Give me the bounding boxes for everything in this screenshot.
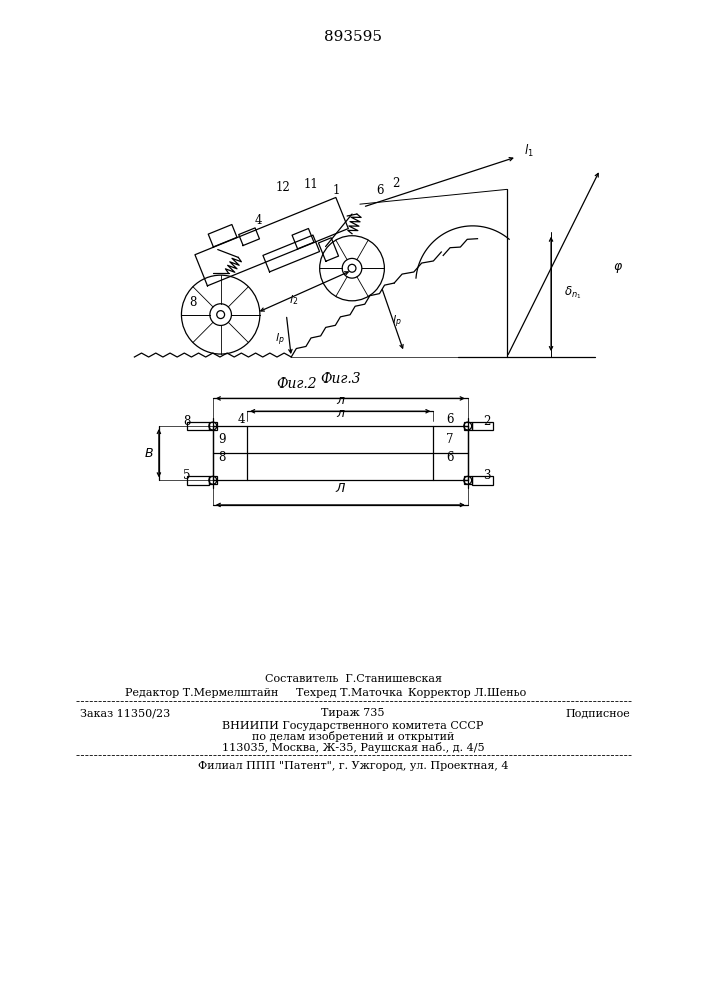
Text: Фиг.2: Фиг.2 [276,377,317,391]
Text: 2: 2 [392,177,399,190]
Bar [472,476,493,485]
Text: Фиг.3: Фиг.3 [320,372,361,386]
Text: л: л [337,407,344,420]
Text: Подписное: Подписное [566,708,631,718]
Text: $\delta_{n_1}$: $\delta_{n_1}$ [563,285,581,301]
Text: $l_2$: $l_2$ [288,293,298,307]
Bar [187,476,209,485]
Text: 893595: 893595 [324,30,382,44]
Text: 7: 7 [446,433,454,446]
Text: по делам изобретений и открытий: по делам изобретений и открытий [252,731,454,742]
Text: $l_p$: $l_p$ [392,314,402,330]
Bar [187,422,209,430]
Bar [209,476,217,484]
Text: ВНИИПИ Государственного комитета СССР: ВНИИПИ Государственного комитета СССР [222,721,484,731]
Text: 12: 12 [276,181,291,194]
Text: 11: 11 [304,178,319,191]
Text: $l_p$: $l_p$ [274,332,284,348]
Text: 4: 4 [255,214,262,227]
Text: 8: 8 [183,415,191,428]
Bar [472,422,493,430]
Bar [209,422,217,430]
Text: 4: 4 [238,413,245,426]
Text: $l_1$: $l_1$ [524,143,533,159]
Text: Л: Л [336,482,345,495]
Text: 8: 8 [189,296,197,309]
Text: 8: 8 [218,451,226,464]
Text: Редактор Т.Мермелштайн: Редактор Т.Мермелштайн [124,688,278,698]
Text: л: л [337,394,344,407]
Text: 3: 3 [484,469,491,482]
Text: B: B [145,447,153,460]
Text: Составитель  Г.Станишевская: Составитель Г.Станишевская [264,674,441,684]
Text: 9: 9 [218,433,226,446]
Text: Тираж 735: Тираж 735 [321,708,385,718]
Text: 6: 6 [377,184,384,197]
Bar [464,422,472,430]
Text: $\varphi$: $\varphi$ [613,261,623,275]
Text: 5: 5 [183,469,191,482]
Text: 2: 2 [484,415,491,428]
Text: Техред Т.Маточка: Техред Т.Маточка [296,688,403,698]
Text: 6: 6 [446,451,454,464]
Text: 6: 6 [446,413,454,426]
Text: Корректор Л.Шеньо: Корректор Л.Шеньо [408,688,527,698]
Text: Заказ 11350/23: Заказ 11350/23 [81,708,170,718]
Bar [464,476,472,484]
Text: 113035, Москва, Ж-35, Раушская наб., д. 4/5: 113035, Москва, Ж-35, Раушская наб., д. … [222,742,484,753]
Text: Филиал ППП "Патент", г. Ужгород, ул. Проектная, 4: Филиал ППП "Патент", г. Ужгород, ул. Про… [198,761,508,771]
Text: 1: 1 [332,184,340,197]
